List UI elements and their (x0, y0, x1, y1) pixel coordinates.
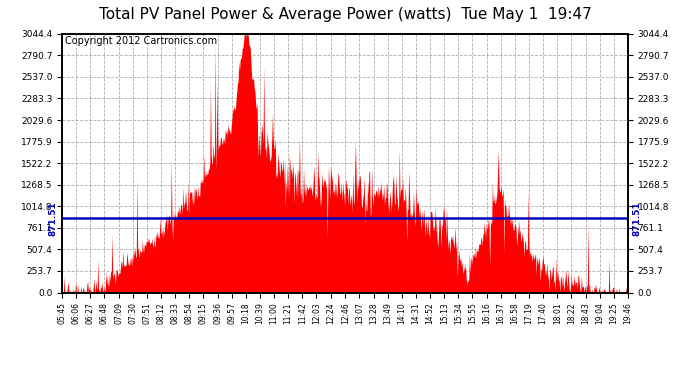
Text: 871.51: 871.51 (49, 201, 58, 236)
Text: 871.51: 871.51 (632, 201, 641, 236)
Text: Copyright 2012 Cartronics.com: Copyright 2012 Cartronics.com (65, 36, 217, 46)
Text: Total PV Panel Power & Average Power (watts)  Tue May 1  19:47: Total PV Panel Power & Average Power (wa… (99, 8, 591, 22)
